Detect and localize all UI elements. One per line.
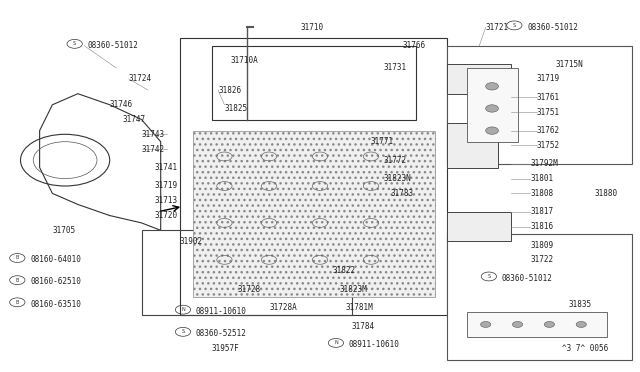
Text: 31823M: 31823M <box>339 285 367 294</box>
Text: 31816: 31816 <box>531 222 554 231</box>
Text: 31771: 31771 <box>371 137 394 146</box>
Text: 08911-10610: 08911-10610 <box>196 307 246 316</box>
Text: 31809: 31809 <box>531 241 554 250</box>
Text: B: B <box>15 256 19 260</box>
Text: 31722: 31722 <box>531 255 554 264</box>
Text: 31825: 31825 <box>225 104 248 113</box>
Text: 31710: 31710 <box>301 23 324 32</box>
Text: 08911-10610: 08911-10610 <box>349 340 399 349</box>
Text: S: S <box>487 274 490 279</box>
Circle shape <box>544 321 554 327</box>
Text: 31728: 31728 <box>237 285 260 294</box>
Text: 31715N: 31715N <box>556 60 584 69</box>
Text: B: B <box>15 278 19 283</box>
Text: 31743: 31743 <box>141 130 164 139</box>
Text: 08160-64010: 08160-64010 <box>30 255 81 264</box>
Bar <box>447 123 499 167</box>
Text: 31766: 31766 <box>403 41 426 50</box>
Circle shape <box>481 321 491 327</box>
Text: B: B <box>15 300 19 305</box>
Bar <box>212 46 415 119</box>
Text: 31719: 31719 <box>154 182 177 190</box>
Text: 31713: 31713 <box>154 196 177 205</box>
Text: 31957F: 31957F <box>212 344 239 353</box>
Text: 31783: 31783 <box>390 189 413 198</box>
Text: 08360-52512: 08360-52512 <box>196 329 246 338</box>
Circle shape <box>513 321 523 327</box>
Text: 31835: 31835 <box>568 300 591 309</box>
Text: S: S <box>181 329 184 334</box>
Text: N: N <box>181 307 185 312</box>
Text: 31902: 31902 <box>180 237 203 246</box>
Circle shape <box>486 127 499 134</box>
Text: 31731: 31731 <box>384 63 407 72</box>
Text: 31762: 31762 <box>537 126 560 135</box>
Text: 31705: 31705 <box>52 226 76 235</box>
Text: 31772: 31772 <box>384 155 407 165</box>
Text: 31746: 31746 <box>109 100 133 109</box>
Text: 31710A: 31710A <box>231 56 259 65</box>
Text: ^3 7^ 0056: ^3 7^ 0056 <box>562 344 609 353</box>
Text: 31823N: 31823N <box>384 174 412 183</box>
Text: 31784: 31784 <box>352 322 375 331</box>
Text: 08160-63510: 08160-63510 <box>30 300 81 309</box>
Text: 31719: 31719 <box>537 74 560 83</box>
Bar <box>193 131 435 297</box>
Circle shape <box>486 105 499 112</box>
Circle shape <box>576 321 586 327</box>
Text: 08160-62510: 08160-62510 <box>30 278 81 286</box>
Text: 31761: 31761 <box>537 93 560 102</box>
Text: 31801: 31801 <box>531 174 554 183</box>
Text: 31720: 31720 <box>154 211 177 220</box>
Text: 31742: 31742 <box>141 145 164 154</box>
Bar <box>447 234 632 359</box>
Text: 31880: 31880 <box>594 189 617 198</box>
Bar <box>467 311 607 337</box>
Text: S: S <box>513 23 516 28</box>
Text: 31728A: 31728A <box>269 303 297 312</box>
Text: 08360-51012: 08360-51012 <box>88 41 138 50</box>
Text: 31724: 31724 <box>129 74 152 83</box>
Text: 08360-51012: 08360-51012 <box>502 274 552 283</box>
Bar <box>447 46 632 164</box>
Text: 31817: 31817 <box>531 207 554 217</box>
Circle shape <box>486 83 499 90</box>
Text: 31741: 31741 <box>154 163 177 172</box>
Text: 31781M: 31781M <box>346 303 373 312</box>
Text: 31747: 31747 <box>122 115 145 124</box>
Text: 31822: 31822 <box>333 266 356 275</box>
Bar <box>447 64 511 94</box>
Text: 31826: 31826 <box>218 86 241 94</box>
Bar <box>447 212 511 241</box>
Text: 31752: 31752 <box>537 141 560 150</box>
Text: 31721: 31721 <box>486 23 509 32</box>
Bar <box>467 68 518 142</box>
Text: 08360-51012: 08360-51012 <box>527 23 578 32</box>
Text: 31808: 31808 <box>531 189 554 198</box>
Text: N: N <box>334 340 338 346</box>
Text: 31751: 31751 <box>537 108 560 117</box>
Text: S: S <box>73 41 76 46</box>
Text: 31792M: 31792M <box>531 159 558 169</box>
